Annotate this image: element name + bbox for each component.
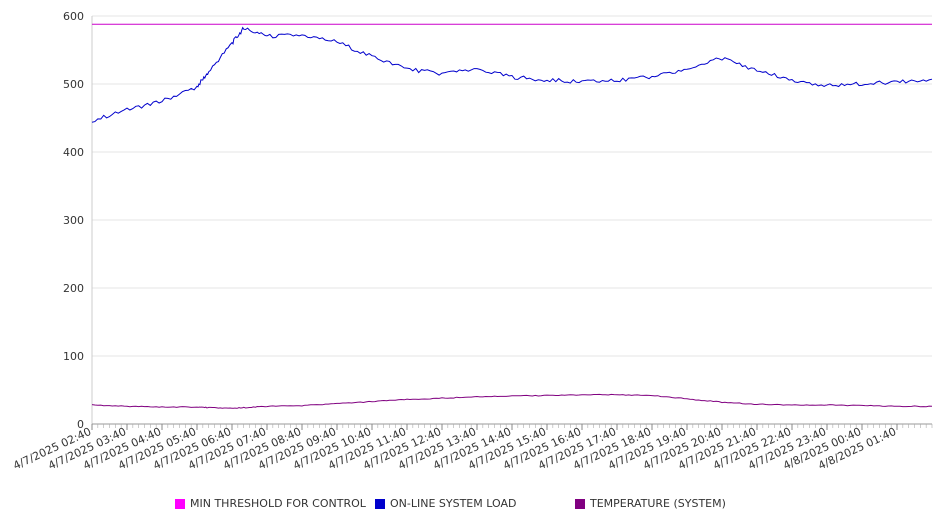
grid-layer [92, 15, 932, 357]
series-line-on-line-system-load [91, 26, 933, 123]
series-line-temperature-system [91, 393, 933, 409]
legend-label: MIN THRESHOLD FOR CONTROL [190, 497, 366, 510]
y-tick-label: 0 [77, 418, 84, 431]
legend-swatch [575, 498, 585, 509]
y-tick-label: 600 [63, 10, 84, 23]
legend-swatch [175, 498, 185, 509]
series-layer [91, 23, 933, 409]
y-tick-label: 400 [63, 146, 84, 159]
legend-label: ON-LINE SYSTEM LOAD [390, 497, 517, 510]
y-tick-label: 300 [63, 214, 84, 227]
line-chart: 0 100 200 300 400 500 600 4/7/2025 02:404/7/20… [11, 10, 933, 473]
y-axis-ticks: 0 100 200 300 400 500 600 [63, 10, 84, 431]
legend-item[interactable]: TEMPERATURE (SYSTEM) [575, 497, 726, 510]
x-axis-ticks: 4/7/2025 02:404/7/2025 03:404/7/2025 04:… [11, 425, 898, 473]
legend-label: TEMPERATURE (SYSTEM) [590, 497, 726, 510]
legend-item[interactable]: MIN THRESHOLD FOR CONTROL [175, 497, 366, 510]
legend-item[interactable]: ON-LINE SYSTEM LOAD [375, 497, 516, 510]
y-tick-label: 100 [63, 350, 84, 363]
y-tick-label: 500 [63, 78, 84, 91]
axis-layer [91, 16, 933, 430]
y-tick-label: 200 [63, 282, 84, 295]
legend-swatch [375, 498, 385, 509]
chart-legend: MIN THRESHOLD FOR CONTROL ON-LINE SYSTEM … [0, 497, 946, 515]
